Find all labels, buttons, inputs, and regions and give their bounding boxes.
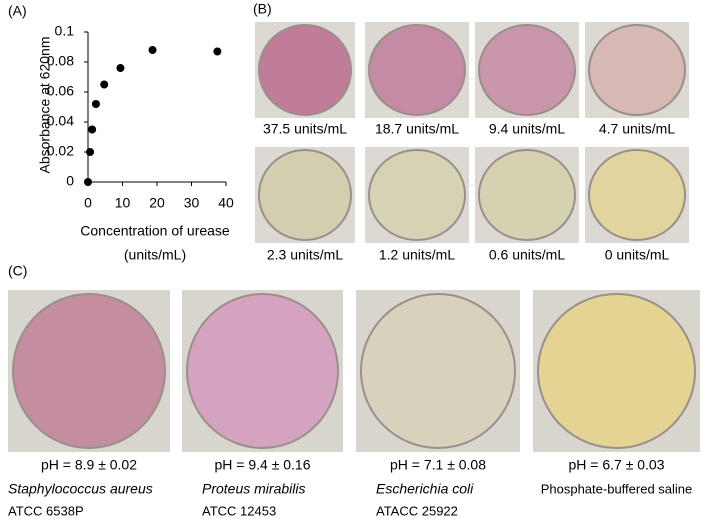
- plate-label: 2.3 units/mL: [267, 247, 343, 263]
- x-axis-units: (units/mL): [124, 247, 186, 263]
- strain: Phosphate-buffered saline: [541, 481, 693, 496]
- x-tick-label: 20: [149, 195, 165, 211]
- plate: [186, 293, 339, 449]
- y-tick-label: 0.1: [55, 23, 75, 39]
- y-tick-label: 0.08: [47, 53, 74, 69]
- plate: [537, 293, 696, 449]
- plate: [368, 24, 466, 116]
- strain: ATACC 25922: [376, 503, 458, 518]
- plate-label: 0 units/mL: [605, 247, 670, 263]
- panel-label: (C): [8, 263, 27, 279]
- plate-label: 4.7 units/mL: [599, 121, 675, 137]
- point: [88, 125, 97, 134]
- y-tick-label: 0.06: [47, 83, 74, 99]
- plate-label: 9.4 units/mL: [489, 121, 565, 137]
- plate-label: 0.6 units/mL: [489, 247, 565, 263]
- ph-label: pH = 8.9 ± 0.02: [41, 457, 137, 473]
- organism: Escherichia coli: [376, 481, 474, 497]
- plate-label: 18.7 units/mL: [375, 121, 459, 137]
- plate-label: 1.2 units/mL: [379, 247, 455, 263]
- plate: [12, 293, 166, 449]
- y-tick-label: 0.04: [47, 113, 74, 129]
- ph-label: pH = 7.1 ± 0.08: [390, 457, 486, 473]
- plate: [588, 149, 686, 241]
- x-tick-label: 0: [84, 195, 92, 211]
- point: [100, 80, 109, 89]
- x-tick-label: 40: [218, 195, 234, 211]
- point: [116, 64, 125, 72]
- plate-label: 37.5 units/mL: [263, 121, 347, 137]
- y-tick-label: 0: [66, 173, 74, 189]
- ph-label: pH = 9.4 ± 0.16: [214, 457, 310, 473]
- y-axis-label: Absorbance at 620nm: [37, 37, 53, 174]
- plate: [478, 149, 576, 241]
- plate: [588, 24, 686, 116]
- x-tick-label: 10: [115, 195, 131, 211]
- plate: [258, 149, 352, 241]
- organism: Proteus mirabilis: [202, 481, 305, 497]
- point: [84, 178, 92, 186]
- x-tick-label: 30: [184, 195, 200, 211]
- x-axis-label: Concentration of urease: [80, 223, 230, 239]
- plate: [258, 24, 352, 116]
- organism: Staphylococcus aureus: [8, 481, 153, 497]
- point: [91, 100, 100, 108]
- panel-label: (B): [253, 1, 272, 17]
- plate: [360, 293, 516, 449]
- y-tick-label: 0.02: [47, 143, 74, 159]
- plate: [478, 24, 576, 116]
- strain: ATCC 12453: [202, 503, 276, 518]
- point: [213, 47, 222, 56]
- plate: [368, 149, 466, 241]
- panel-label: (A): [8, 3, 27, 19]
- point: [86, 148, 95, 156]
- ph-label: pH = 6.7 ± 0.03: [568, 457, 664, 473]
- strain: ATCC 6538P: [8, 503, 84, 518]
- point: [148, 46, 157, 54]
